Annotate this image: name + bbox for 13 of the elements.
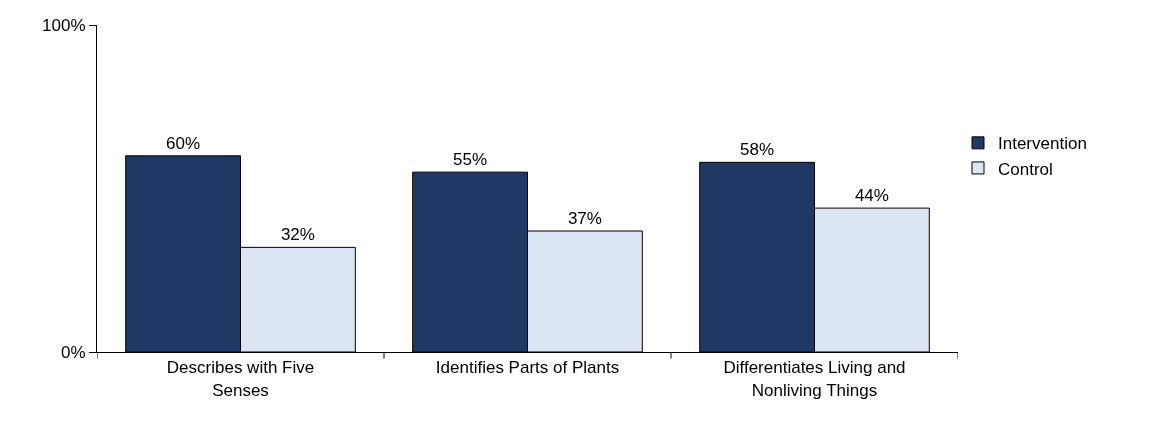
data-label: 58% [740, 140, 775, 160]
y-tick-label: 100% [42, 15, 86, 35]
data-label: 60% [166, 133, 201, 153]
y-tick-label: 0% [61, 342, 86, 362]
data-label: 32% [280, 225, 315, 245]
data-label: 55% [453, 150, 488, 170]
legend-label: Intervention [998, 134, 1087, 154]
data-label: 44% [854, 186, 889, 206]
x-tick-label: Differentiates Living and Nonliving Things [723, 358, 906, 400]
x-tick-label: Describes with Five Senses [166, 358, 315, 400]
x-tick-label: Identifies Parts of Plants [435, 358, 620, 378]
data-label: 37% [567, 209, 602, 229]
legend-label: Control [998, 159, 1053, 179]
